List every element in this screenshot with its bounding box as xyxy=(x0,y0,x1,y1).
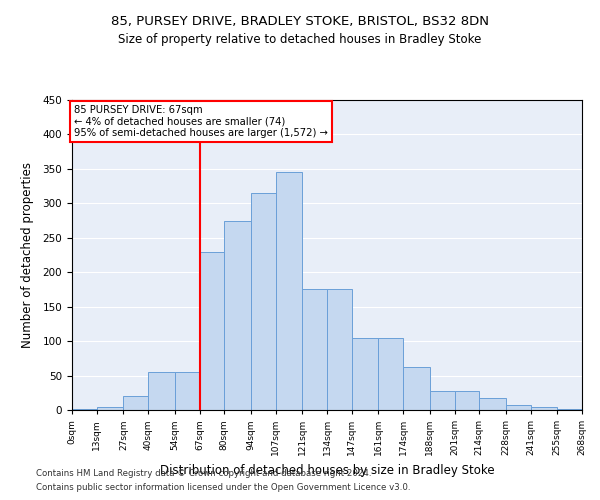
Bar xyxy=(379,338,403,410)
Text: Contains public sector information licensed under the Open Government Licence v3: Contains public sector information licen… xyxy=(36,484,410,492)
Bar xyxy=(224,220,251,410)
Text: Contains HM Land Registry data © Crown copyright and database right 2024.: Contains HM Land Registry data © Crown c… xyxy=(36,468,371,477)
Bar xyxy=(479,398,506,410)
Bar xyxy=(430,390,455,410)
Bar xyxy=(175,372,199,410)
Bar xyxy=(251,193,275,410)
Bar xyxy=(403,366,430,410)
Bar xyxy=(530,407,557,410)
Text: Size of property relative to detached houses in Bradley Stoke: Size of property relative to detached ho… xyxy=(118,32,482,46)
Bar xyxy=(97,406,124,410)
Y-axis label: Number of detached properties: Number of detached properties xyxy=(21,162,34,348)
Text: 85 PURSEY DRIVE: 67sqm
← 4% of detached houses are smaller (74)
95% of semi-deta: 85 PURSEY DRIVE: 67sqm ← 4% of detached … xyxy=(74,105,328,138)
Bar xyxy=(275,172,302,410)
Bar xyxy=(302,290,327,410)
Bar xyxy=(199,252,224,410)
Bar xyxy=(148,372,175,410)
Bar xyxy=(557,408,582,410)
Bar xyxy=(124,396,148,410)
X-axis label: Distribution of detached houses by size in Bradley Stoke: Distribution of detached houses by size … xyxy=(160,464,494,476)
Bar xyxy=(455,390,479,410)
Text: 85, PURSEY DRIVE, BRADLEY STOKE, BRISTOL, BS32 8DN: 85, PURSEY DRIVE, BRADLEY STOKE, BRISTOL… xyxy=(111,15,489,28)
Bar xyxy=(352,338,379,410)
Bar xyxy=(506,405,530,410)
Bar xyxy=(327,290,352,410)
Bar xyxy=(72,408,97,410)
